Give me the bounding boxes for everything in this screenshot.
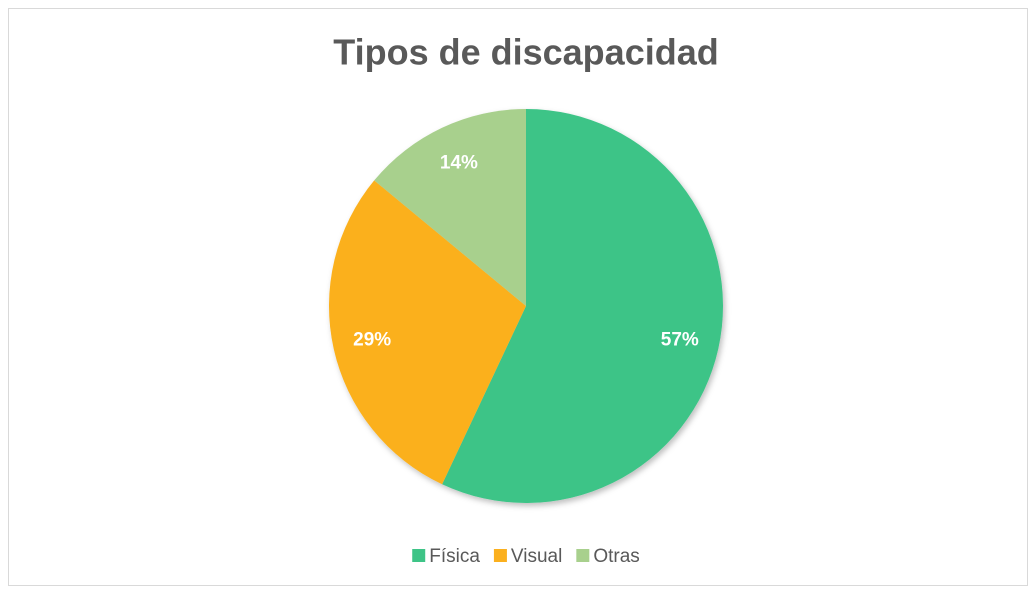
legend-text: Física bbox=[429, 546, 480, 567]
pie bbox=[329, 109, 724, 503]
chart-title: Tipos de discapacidad bbox=[333, 32, 718, 73]
value-label: 29% bbox=[353, 329, 391, 350]
legend-swatch bbox=[493, 549, 507, 562]
legend-text: Visual bbox=[511, 546, 562, 567]
pie-slice bbox=[329, 180, 526, 485]
value-label: 14% bbox=[440, 152, 478, 173]
legend-swatch bbox=[412, 549, 426, 562]
value-label: 57% bbox=[661, 329, 699, 350]
legend-text: Otras bbox=[593, 546, 639, 567]
legend-swatch bbox=[576, 549, 590, 562]
pie-slice bbox=[442, 109, 724, 503]
pie-slice bbox=[374, 109, 526, 306]
legend: Física Visual Otras bbox=[412, 546, 640, 567]
